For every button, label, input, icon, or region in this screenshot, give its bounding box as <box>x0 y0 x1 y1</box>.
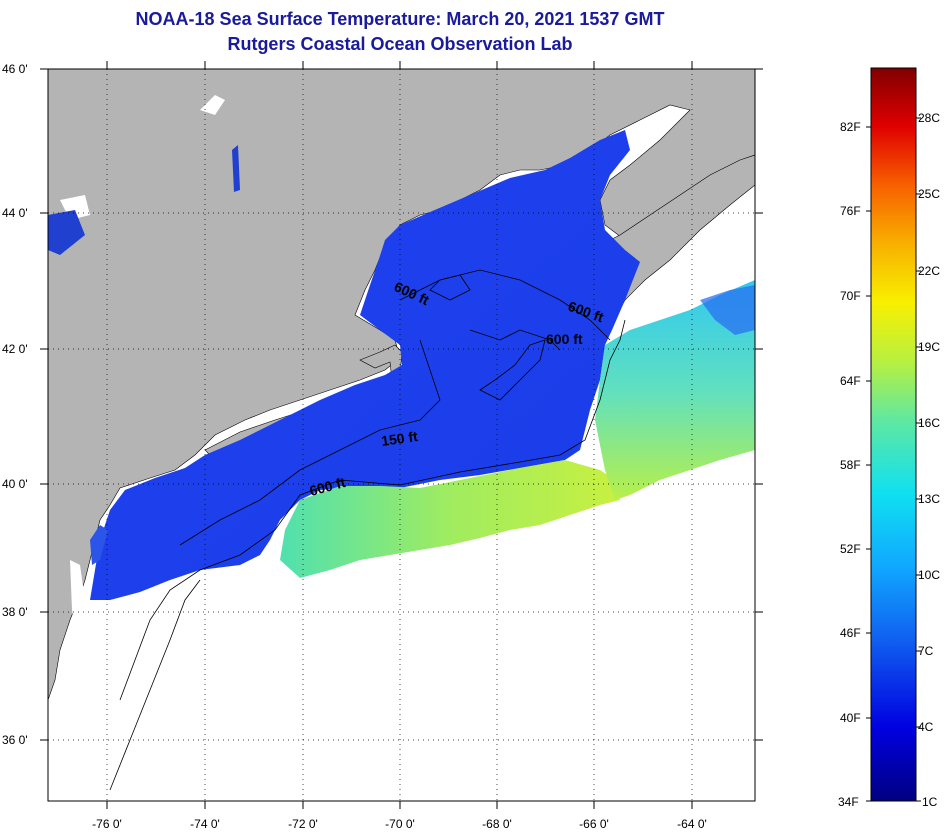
colorbar-f-label: 58F <box>840 458 861 472</box>
lon-label: -72 0' <box>288 817 318 831</box>
colorbar-c-label: 4C <box>918 720 934 734</box>
lat-label: 38 0' <box>2 605 28 619</box>
colorbar-f-label: 76F <box>840 204 861 218</box>
map-layers <box>48 69 755 791</box>
map-title: NOAA-18 Sea Surface Temperature: March 2… <box>135 9 665 29</box>
colorbar-c-label: 7C <box>918 644 934 658</box>
map-subtitle: Rutgers Coastal Ocean Observation Lab <box>227 34 573 54</box>
colorbar-f-label: 34F <box>838 795 859 809</box>
colorbar-f-label: 64F <box>840 374 861 388</box>
cold-shelf-water <box>90 130 640 600</box>
colorbar-f-label: 52F <box>840 542 861 556</box>
contour-label: 150 ft <box>380 428 419 449</box>
gulf-stream-water <box>595 280 755 500</box>
colorbar-c-label: 25C <box>918 187 940 201</box>
lon-label: -64 0' <box>677 817 707 831</box>
lon-label: -70 0' <box>385 817 415 831</box>
colorbar-c-label: 28C <box>918 111 940 125</box>
colorbar-f-label: 40F <box>840 711 861 725</box>
contour-label: 600 ft <box>546 331 583 347</box>
lon-label: -68 0' <box>482 817 512 831</box>
delaware-bay <box>90 525 108 565</box>
warm-slope-water <box>280 460 620 578</box>
colorbar-c-label: 13C <box>918 492 940 506</box>
temperature-colorbar <box>870 67 917 802</box>
inland-lake-blue <box>232 145 240 192</box>
colorbar-f-label: 46F <box>840 626 861 640</box>
lat-label: 46 0' <box>2 62 28 76</box>
map-frame <box>47 68 756 802</box>
colorbar-c-label: 1C <box>922 795 938 809</box>
colorbar-f-label: 82F <box>840 120 861 134</box>
gulf-stream-blue-patch <box>700 285 755 335</box>
colorbar-ticks <box>866 117 921 802</box>
colorbar-c-label: 22C <box>918 264 940 278</box>
graticule <box>48 69 755 801</box>
lat-label: 36 0' <box>2 733 28 747</box>
lat-label: 44 0' <box>2 206 28 220</box>
axis-ticks <box>40 61 763 809</box>
lon-label: -66 0' <box>579 817 609 831</box>
colorbar-c-label: 16C <box>918 416 940 430</box>
inland-lake-blue <box>48 210 85 255</box>
inland-lake <box>200 95 225 115</box>
colorbar-c-label: 19C <box>918 340 940 354</box>
lat-label: 42 0' <box>2 342 28 356</box>
lon-label: -76 0' <box>92 817 122 831</box>
chesapeake-bay <box>70 560 95 700</box>
lon-label: -74 0' <box>190 817 220 831</box>
bathymetry-contours <box>109 269 626 791</box>
lat-label: 40 0' <box>2 477 28 491</box>
colorbar-c-label: 10C <box>918 568 940 582</box>
colorbar-f-label: 70F <box>840 289 861 303</box>
